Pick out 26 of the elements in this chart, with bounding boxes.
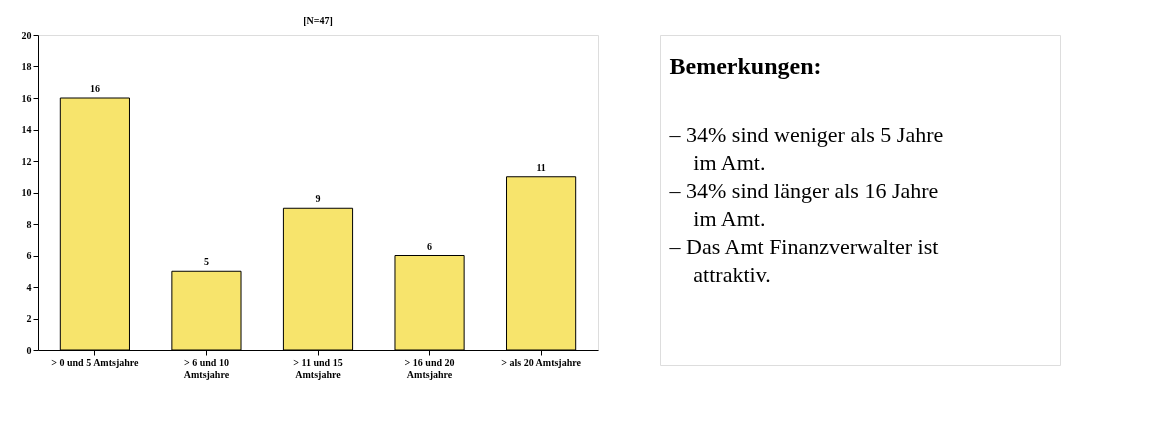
y-tick-label: 16	[21, 92, 32, 104]
text: – 34% sind länger als 16 Jahre im Amt.	[668, 178, 939, 231]
y-tick-label: 0	[26, 344, 32, 356]
data-label: 5	[203, 256, 209, 268]
y-tick-label: 8	[26, 218, 32, 230]
y-tick-label: 14	[21, 124, 32, 135]
x-tick-label: > 16 und 20 Amtsjahre	[404, 356, 455, 380]
y-tick-label: 6	[26, 250, 32, 261]
x-tick-label: > 0 und 5 Amtsjahre	[51, 356, 140, 368]
data-label: 9	[315, 193, 321, 205]
text: Bemerkungen:	[669, 53, 822, 79]
text: – 34% sind weniger als 5 Jahre im Amt.	[668, 122, 944, 175]
y-tick-label: 12	[21, 155, 32, 167]
y-tick-label: 18	[21, 61, 32, 72]
data-label: 16	[89, 83, 100, 94]
y-tick-label: 10	[21, 187, 32, 198]
data-label: 6	[427, 240, 433, 252]
y-tick-label: 2	[26, 313, 32, 324]
y-tick-label: 4	[26, 281, 32, 293]
x-tick-label: > 6 und 10 Amtsjahre	[183, 356, 230, 380]
x-tick-label: > 11 und 15 Amtsjahre	[293, 356, 343, 380]
text: – Das Amt Finanzverwalter ist attraktiv.	[668, 234, 939, 287]
y-tick-label: 20	[21, 29, 32, 41]
x-tick-label: > als 20 Amtsjahre	[501, 356, 582, 368]
chart-title: [N=47]	[303, 15, 333, 26]
data-label: 11	[536, 161, 546, 173]
